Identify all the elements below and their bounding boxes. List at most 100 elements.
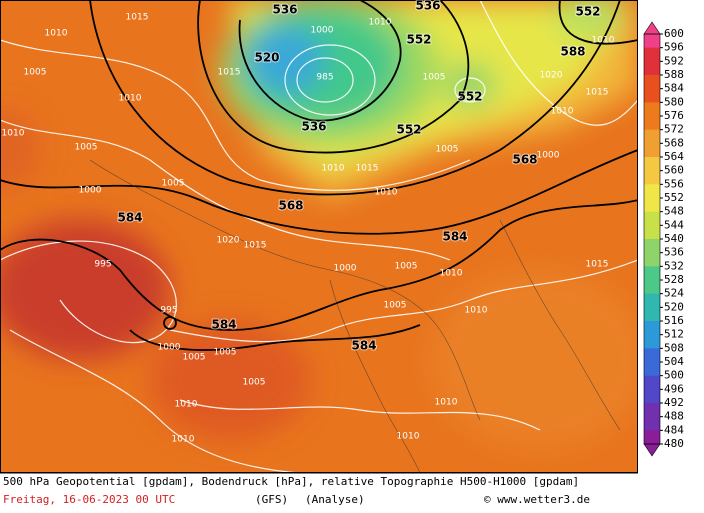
colorbar-cell — [644, 252, 660, 267]
colorbar-cell — [644, 116, 660, 131]
colorbar-cell — [644, 143, 660, 158]
run: (Analyse) — [305, 493, 365, 506]
pressure-label: 1005 — [183, 353, 206, 363]
pressure-label: 1010 — [551, 107, 574, 117]
colorbar-label: 532 — [664, 259, 684, 272]
colorbar-label: 500 — [664, 369, 684, 382]
colorbar-cell — [644, 102, 660, 117]
height-label: 520 — [254, 51, 279, 65]
pressure-label: 1015 — [356, 164, 379, 174]
height-label: 536 — [301, 120, 326, 134]
pressure-label: 1010 — [175, 400, 198, 410]
colorbar-cell — [644, 157, 660, 172]
colorbar-label: 504 — [664, 355, 684, 368]
colorbar-cell — [644, 198, 660, 213]
pressure-label: 1010 — [435, 398, 458, 408]
pressure-label: 1010 — [2, 129, 25, 139]
colorbar-cell — [644, 293, 660, 308]
height-label: 552 — [396, 123, 421, 137]
colorbar-cell — [644, 266, 660, 281]
pressure-label: 1010 — [375, 188, 398, 198]
pressure-label: 1015 — [218, 68, 241, 78]
colorbar-cell — [644, 403, 660, 418]
map-area — [0, 0, 638, 473]
pressure-label: 1000 — [311, 26, 334, 36]
height-label: 584 — [211, 318, 236, 332]
pressure-label: 1010 — [397, 432, 420, 442]
pressure-label: 1010 — [45, 29, 68, 39]
colorbar-label: 592 — [664, 54, 684, 67]
pressure-label: 1005 — [243, 378, 266, 388]
colorbar-cell — [644, 61, 660, 76]
colorbar-label: 576 — [664, 109, 684, 122]
colorbar-label: 552 — [664, 191, 684, 204]
colorbar-label: 544 — [664, 218, 684, 231]
pressure-label: 1005 — [24, 68, 47, 78]
colorbar-cell — [644, 430, 660, 445]
pressure-label: 995 — [94, 260, 111, 270]
colorbar-arrow-bottom — [643, 443, 661, 457]
colorbar-label: 508 — [664, 341, 684, 354]
pressure-label: 1010 — [440, 269, 463, 279]
colorbar-label: 548 — [664, 205, 684, 218]
colorbar-label: 528 — [664, 273, 684, 286]
pressure-label: 1000 — [537, 151, 560, 161]
colorbar-cell — [644, 129, 660, 144]
height-label: 552 — [575, 5, 600, 19]
colorbar-cell — [644, 225, 660, 240]
height-label: 536 — [272, 3, 297, 17]
pressure-label: 995 — [160, 306, 177, 316]
colorbar-label: 512 — [664, 328, 684, 341]
pressure-label: 1010 — [119, 94, 142, 104]
height-label: 584 — [117, 211, 142, 225]
colorbar-cell — [644, 416, 660, 431]
colorbar-cell — [644, 170, 660, 185]
colorbar-cell — [644, 348, 660, 363]
colorbar-label: 524 — [664, 287, 684, 300]
colorbar-cell — [644, 211, 660, 226]
colorbar-cell — [644, 184, 660, 199]
height-label: 584 — [351, 339, 376, 353]
colorbar-cell — [644, 239, 660, 254]
colorbar-label: 580 — [664, 95, 684, 108]
colorbar-label: 596 — [664, 41, 684, 54]
pressure-label: 1005 — [162, 179, 185, 189]
colorbar-cell — [644, 375, 660, 390]
date: Freitag, 16-06-2023 00 UTC — [3, 493, 175, 506]
height-label: 584 — [442, 230, 467, 244]
pressure-label: 1000 — [79, 186, 102, 196]
colorbar-cell — [644, 362, 660, 377]
colorbar-label: 496 — [664, 382, 684, 395]
colorbar-cell — [644, 88, 660, 103]
height-label: 552 — [406, 33, 431, 47]
height-label: 552 — [457, 90, 482, 104]
colorbar-cell — [644, 34, 660, 49]
pressure-label: 1010 — [592, 36, 615, 46]
height-label: 536 — [415, 0, 440, 13]
credit: © www.wetter3.de — [484, 493, 590, 506]
pressure-label: 1005 — [214, 348, 237, 358]
pressure-label: 1010 — [322, 164, 345, 174]
colorbar-label: 516 — [664, 314, 684, 327]
pressure-label: 1020 — [217, 236, 240, 246]
colorbar-label: 488 — [664, 410, 684, 423]
colorbar-cell — [644, 334, 660, 349]
colorbar-arrow-top — [643, 21, 661, 35]
pressure-label: 1005 — [436, 145, 459, 155]
pressure-label: 1015 — [586, 260, 609, 270]
pressure-label: 1000 — [334, 264, 357, 274]
colorbar-label: 492 — [664, 396, 684, 409]
colorbar-label: 568 — [664, 136, 684, 149]
colorbar-label: 536 — [664, 246, 684, 259]
pressure-label: 1015 — [244, 241, 267, 251]
colorbar-label: 480 — [664, 437, 684, 450]
height-label: 568 — [512, 153, 537, 167]
colorbar-label: 484 — [664, 423, 684, 436]
pressure-label: 1005 — [395, 262, 418, 272]
height-label: 588 — [560, 45, 585, 59]
pressure-label: 1005 — [423, 73, 446, 83]
colorbar-label: 520 — [664, 300, 684, 313]
colorbar-label: 560 — [664, 164, 684, 177]
pressure-label: 1010 — [369, 18, 392, 28]
